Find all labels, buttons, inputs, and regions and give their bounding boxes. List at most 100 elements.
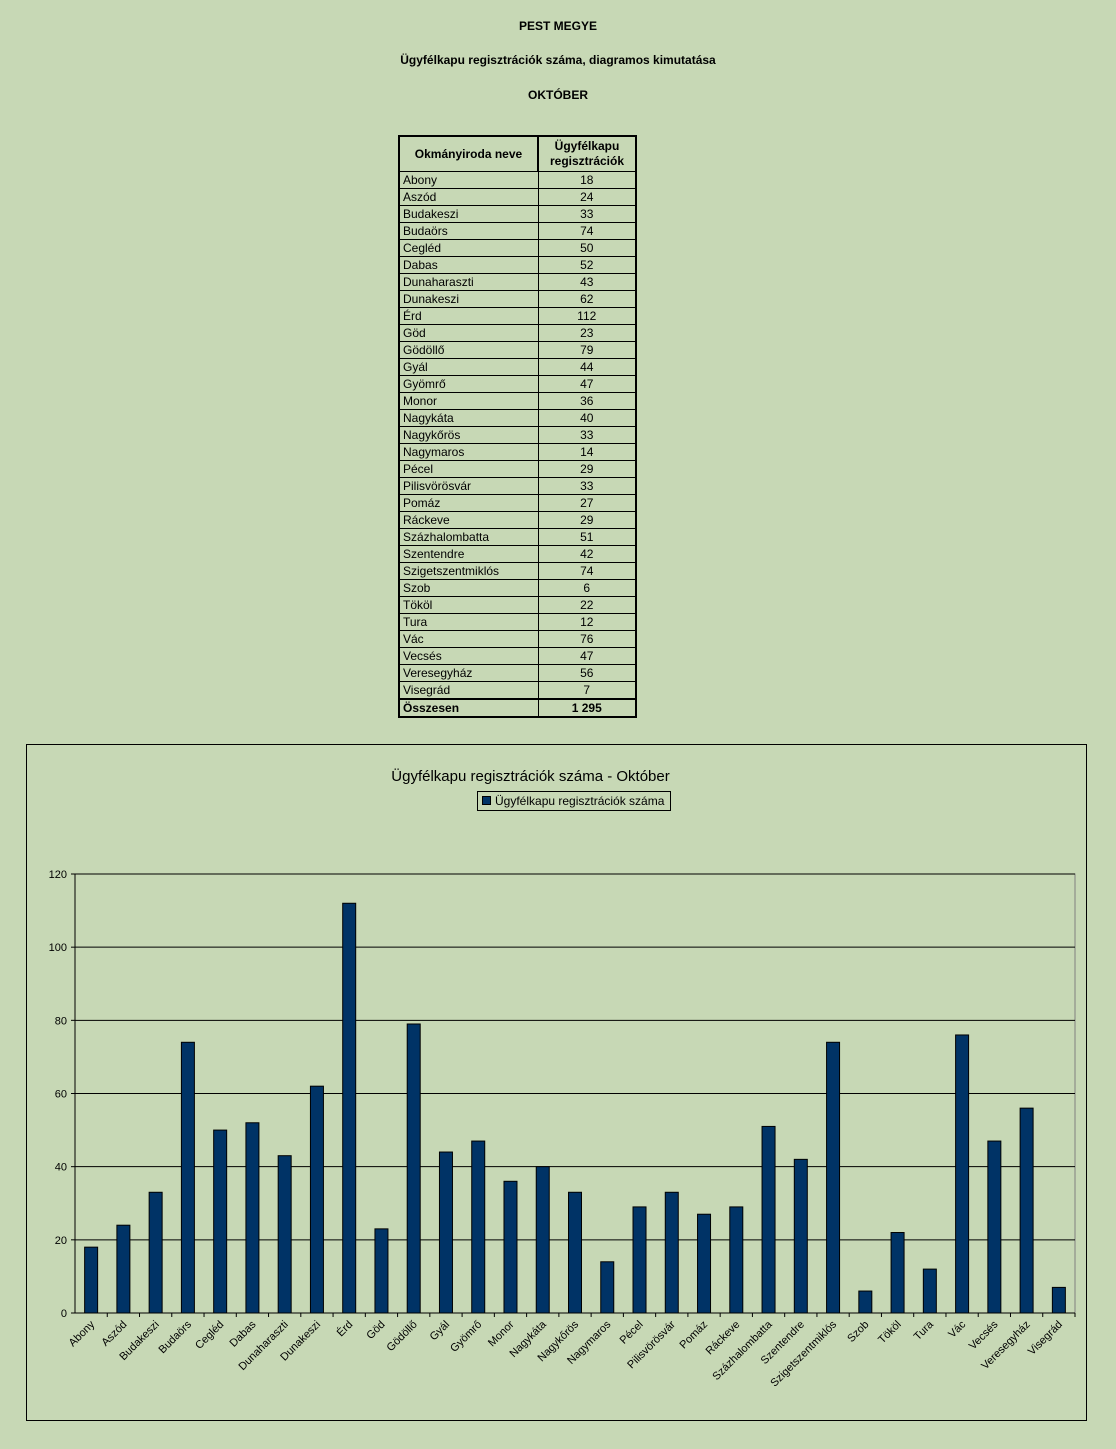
registrations-cell: 36 — [537, 392, 637, 410]
x-tick-label: Budaörs — [157, 1318, 195, 1356]
bar — [503, 1180, 518, 1314]
registrations-cell: 33 — [537, 426, 637, 444]
x-tick-label: Vác — [946, 1318, 968, 1340]
table-row: Nagykőrös 33 — [398, 426, 637, 444]
column-header-office: Okmányiroda neve — [398, 135, 539, 172]
table-row: Veresegyház 56 — [398, 664, 637, 682]
table-row: Vác 76 — [398, 630, 637, 648]
y-tick-label: 0 — [61, 1308, 67, 1320]
chart-title: Ügyfélkapu regisztrációk száma - Október — [391, 768, 670, 785]
table-row: Abony 18 — [398, 171, 637, 189]
bar — [729, 1206, 744, 1314]
x-tick-label: Monor — [486, 1318, 517, 1349]
registrations-table: Okmányiroda neve Ügyfélkapu regisztráció… — [398, 135, 637, 718]
x-tick-label: Visegrád — [1026, 1319, 1065, 1358]
x-tick-label: Pécel — [618, 1319, 646, 1347]
table-row: Nagykáta 40 — [398, 409, 637, 427]
x-tick-label: Érd — [334, 1318, 355, 1339]
table-body: Abony 18 Aszód 24 Budakeszi 33 Budaörs 74 Cegléd… — [398, 171, 637, 718]
x-tick-label: Abony — [67, 1318, 98, 1349]
x-tick-label: Tököl — [876, 1319, 904, 1347]
bar — [890, 1232, 905, 1314]
bar — [858, 1290, 873, 1314]
office-name-cell: Gyál — [398, 358, 539, 376]
table-row: Dunakeszi 62 — [398, 290, 637, 308]
registrations-cell: 40 — [537, 409, 637, 427]
bar — [374, 1228, 389, 1314]
bar — [535, 1166, 550, 1314]
registrations-cell: 29 — [537, 511, 637, 529]
office-name-cell: Nagykáta — [398, 409, 539, 427]
bar — [1051, 1286, 1066, 1314]
bar — [826, 1041, 841, 1314]
bar — [987, 1140, 1002, 1314]
table-row: Nagymaros 14 — [398, 443, 637, 461]
month-heading: OKTÓBER — [528, 88, 588, 102]
bar — [309, 1085, 324, 1314]
table-row: Cegléd 50 — [398, 239, 637, 257]
bar — [600, 1261, 615, 1314]
office-name-cell: Abony — [398, 171, 539, 189]
bar — [406, 1023, 421, 1314]
legend-label: Ügyfélkapu regisztrációk száma — [495, 794, 665, 808]
table-row: Dunaharaszti 43 — [398, 273, 637, 291]
registrations-cell: 43 — [537, 273, 637, 291]
legend-swatch — [482, 796, 491, 805]
table-row: Szentendre 42 — [398, 545, 637, 563]
bar — [632, 1206, 647, 1314]
x-tick-label: Szob — [845, 1319, 871, 1345]
registrations-cell: 29 — [537, 460, 637, 478]
bar — [277, 1155, 292, 1314]
x-tick-label: Göd — [364, 1319, 387, 1342]
total-label-cell: Összesen — [398, 698, 539, 718]
table-row: Érd 112 — [398, 307, 637, 325]
table-row: Vecsés 47 — [398, 647, 637, 665]
table-row: Dabas 52 — [398, 256, 637, 274]
table-row: Budakeszi 33 — [398, 205, 637, 223]
county-heading: PEST MEGYE — [518, 19, 598, 33]
bar — [116, 1224, 131, 1314]
bar — [471, 1140, 486, 1314]
chart-legend: Ügyfélkapu regisztrációk száma — [477, 791, 671, 811]
bar — [793, 1158, 808, 1314]
column-header-registrations: Ügyfélkapu regisztrációk — [537, 135, 637, 172]
chart-frame — [26, 744, 1087, 1421]
x-tick-label: Aszód — [99, 1319, 129, 1349]
registrations-cell: 12 — [537, 613, 637, 631]
y-tick-label: 100 — [49, 942, 67, 954]
table-header-row: Okmányiroda neve Ügyfélkapu regisztráció… — [398, 135, 637, 172]
office-name-cell: Cegléd — [398, 239, 539, 257]
total-value-cell: 1 295 — [537, 698, 637, 718]
x-tick-label: Dabas — [228, 1318, 259, 1349]
bar — [213, 1129, 228, 1314]
y-tick-label: 60 — [55, 1089, 67, 1101]
registrations-cell: 62 — [537, 290, 637, 308]
bar — [955, 1034, 970, 1314]
bar — [1019, 1107, 1034, 1314]
x-tick-label: Gyömrő — [448, 1319, 484, 1355]
table-row: Ráckeve 29 — [398, 511, 637, 529]
report-subtitle: Ügyfélkapu regisztrációk száma, diagramo… — [400, 53, 716, 67]
y-tick-label: 80 — [55, 1015, 67, 1027]
bar — [438, 1151, 453, 1314]
bar — [148, 1191, 163, 1314]
bar — [761, 1125, 776, 1314]
office-name-cell: Vecsés — [398, 647, 539, 665]
x-tick-label: Gödöllő — [385, 1319, 420, 1354]
bar — [568, 1191, 582, 1314]
bar — [245, 1122, 260, 1314]
office-name-cell: Veresegyház — [398, 664, 539, 682]
bar — [697, 1213, 712, 1314]
registrations-cell: 51 — [537, 528, 637, 546]
bar — [664, 1191, 679, 1314]
office-name-cell: Visegrád — [398, 681, 539, 700]
table-row: Pécel 29 — [398, 460, 637, 478]
registrations-cell: 56 — [537, 664, 637, 682]
x-tick-label: Gyál — [428, 1319, 452, 1343]
bar — [180, 1041, 195, 1314]
table-total-row: Összesen 1 295 — [398, 698, 637, 718]
table-row: Gödöllő 79 — [398, 341, 637, 359]
office-name-cell: Dunaharaszti — [398, 273, 539, 291]
bar — [84, 1246, 99, 1314]
registrations-cell: 50 — [537, 239, 637, 257]
